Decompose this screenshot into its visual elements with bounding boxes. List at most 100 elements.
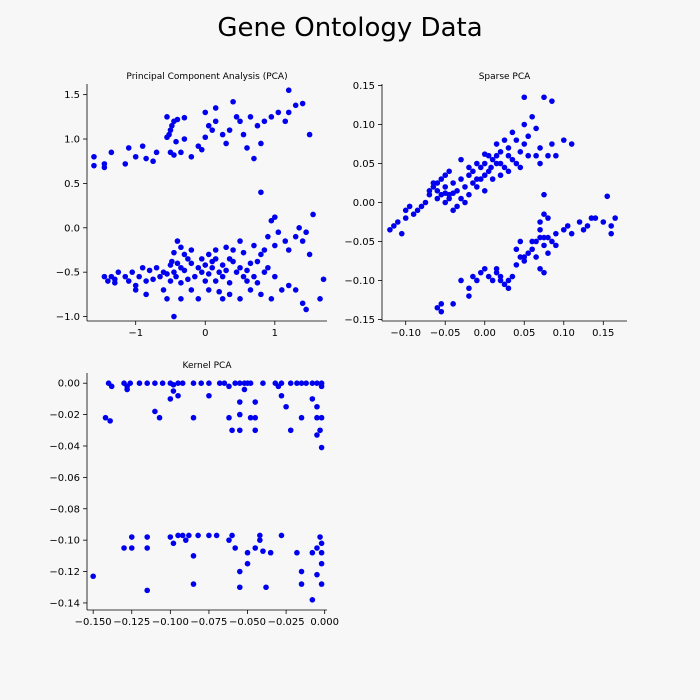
scatter-point <box>178 296 184 302</box>
scatter-point <box>314 380 320 387</box>
scatter-point <box>318 560 325 567</box>
scatter-point <box>410 211 417 217</box>
scatter-point <box>306 251 313 258</box>
scatter-point <box>282 118 289 125</box>
x-tick-label: −0.025 <box>268 617 305 628</box>
scatter-point <box>150 276 156 283</box>
scatter-point <box>226 414 232 421</box>
scatter-point <box>236 568 243 575</box>
scatter-point <box>306 131 313 138</box>
scatter-point <box>287 380 294 387</box>
scatter-point <box>545 250 551 256</box>
scatter-point <box>195 532 201 539</box>
scatter-point <box>258 291 264 298</box>
scatter-point <box>90 573 96 580</box>
scatter-point <box>223 140 229 147</box>
scatter-point <box>206 392 212 399</box>
scatter-point <box>268 296 275 302</box>
scatter-point <box>446 191 452 198</box>
scatter-point <box>188 247 195 253</box>
scatter-point <box>298 380 305 387</box>
scatter-point <box>254 258 261 265</box>
scatter-point <box>391 223 397 229</box>
scatter-point <box>314 403 320 410</box>
scatter-point <box>167 396 174 402</box>
scatter-point <box>152 408 158 415</box>
scatter-point <box>501 281 508 288</box>
scatter-point <box>303 306 309 313</box>
scatter-point <box>314 545 320 551</box>
scatter-point <box>175 392 181 399</box>
scatter-point <box>182 537 189 543</box>
scatter-point <box>144 545 150 551</box>
scatter-point <box>545 152 551 159</box>
scatter-point <box>240 131 247 138</box>
scatter-point <box>497 277 504 284</box>
y-tick-label: 1.5 <box>64 90 80 101</box>
x-tick-label: 1 <box>272 328 278 339</box>
scatter-point <box>160 287 167 293</box>
scatter-point <box>188 260 195 267</box>
scatter-point <box>317 296 323 302</box>
scatter-point <box>568 141 575 147</box>
scatter-point <box>525 133 532 140</box>
scatter-point <box>272 273 278 280</box>
scatter-point <box>226 280 233 286</box>
scatter-point <box>195 143 202 149</box>
scatter-point <box>136 380 143 387</box>
scatter-point <box>537 265 543 272</box>
scatter-point <box>244 278 250 284</box>
scatter-point <box>164 271 170 277</box>
scatter-point <box>173 273 179 280</box>
scatter-point <box>466 172 472 179</box>
scatter-point <box>458 156 464 163</box>
scatter-point <box>292 287 299 293</box>
scatter-point <box>108 149 115 156</box>
scatter-point <box>202 134 209 141</box>
scatter-point <box>430 180 437 186</box>
scatter-point <box>143 155 149 162</box>
y-tick-label: 0.15 <box>353 81 375 92</box>
scatter-point <box>294 380 300 387</box>
scatter-point <box>317 427 323 434</box>
scatter-point <box>167 534 174 540</box>
scatter-point <box>402 207 409 214</box>
scatter-point <box>101 164 108 171</box>
scatter-point <box>205 251 212 258</box>
scatter-point <box>175 532 181 539</box>
scatter-point <box>247 114 254 120</box>
scatter-point <box>251 242 257 249</box>
scatter-point <box>254 122 261 129</box>
scatter-point <box>317 534 323 540</box>
scatter-point <box>537 219 543 225</box>
scatter-point <box>212 118 219 125</box>
scatter-point <box>185 256 191 262</box>
x-tick-label: −0.100 <box>152 617 189 628</box>
scatter-point <box>268 217 275 224</box>
scatter-point <box>426 188 433 194</box>
scatter-point <box>454 203 460 210</box>
scatter-point <box>488 164 494 171</box>
scatter-point <box>252 427 259 434</box>
scatter-point <box>128 534 135 540</box>
scatter-point <box>600 219 607 225</box>
scatter-point <box>237 118 243 125</box>
scatter-point <box>265 264 271 271</box>
y-tick-label: −0.10 <box>49 536 80 547</box>
scatter-point <box>186 532 192 539</box>
scatter-point <box>318 540 325 547</box>
y-tick-label: 0.0 <box>64 223 80 234</box>
scatter-point <box>529 113 535 120</box>
scatter-point <box>501 164 508 171</box>
scatter-point <box>537 145 543 151</box>
scatter-point <box>167 278 174 284</box>
scatter-point <box>604 193 611 200</box>
scatter-point <box>545 215 551 221</box>
scatter-point <box>310 211 316 218</box>
scatter-point <box>136 273 142 280</box>
scatter-point <box>438 301 445 307</box>
scatter-point <box>466 191 472 198</box>
y-tick-label: −0.08 <box>49 504 80 515</box>
scatter-point <box>170 381 177 388</box>
